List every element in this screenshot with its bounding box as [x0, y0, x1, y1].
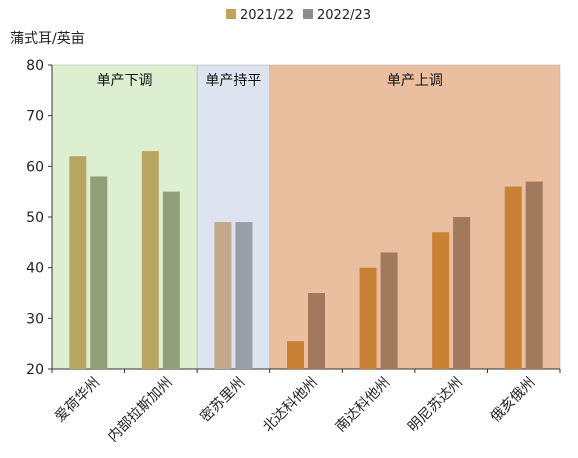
bar-2021/22-4: [359, 267, 377, 369]
x-tick-label: 密苏里州: [197, 374, 249, 426]
legend-swatch-2022: [303, 9, 313, 19]
x-tick-label: 内部拉斯加州: [105, 375, 176, 446]
bar-2022/23-2: [235, 222, 253, 369]
bar-2021/22-2: [214, 222, 232, 369]
legend-label-2022: 2022/23: [317, 8, 371, 23]
y-tick-label: 40: [26, 261, 44, 277]
region-1: [196, 64, 271, 370]
region-label-2: 单产上调: [387, 73, 443, 89]
bar-2022/23-5: [453, 217, 471, 369]
bar-2022/23-1: [162, 191, 180, 369]
axes: 20 30 40 50 60 70 80: [26, 58, 561, 378]
bar-2021/22-0: [69, 156, 87, 369]
x-tick-label: 爱荷华州: [52, 375, 103, 426]
x-tick-label: 俄亥俄州: [488, 375, 539, 426]
y-tick-label: 70: [26, 109, 44, 125]
legend: 2021/22 2022/23: [226, 8, 371, 23]
y-tick-label: 30: [26, 311, 44, 327]
y-tick-label: 50: [26, 210, 44, 226]
y-tick-label: 20: [26, 362, 44, 378]
bar-2021/22-6: [504, 186, 522, 369]
y-tick-label: 60: [26, 159, 44, 175]
x-tick-label: 南达科他州: [333, 375, 394, 436]
region-label-0: 单产下调: [97, 73, 153, 89]
y-tick-label: 80: [26, 58, 44, 74]
bars: [69, 151, 543, 369]
x-tick-label: 北达科他州: [260, 375, 321, 436]
x-tick-label: 明尼苏达州: [405, 375, 466, 436]
y-axis-unit-label: 蒲式耳/英亩: [10, 30, 85, 47]
bar-2022/23-4: [380, 252, 398, 369]
legend-label-2021: 2021/22: [240, 8, 294, 23]
legend-swatch-2021: [226, 9, 236, 19]
region-label-1: 单产持平: [205, 73, 261, 89]
bar-2022/23-6: [525, 181, 543, 369]
regions-layer: [51, 64, 561, 370]
bar-2022/23-3: [308, 293, 325, 369]
bar-2022/23-0: [90, 176, 108, 369]
bar-2021/22-1: [141, 151, 159, 369]
bar-2021/22-3: [287, 341, 304, 369]
bar-2021/22-5: [432, 232, 450, 369]
